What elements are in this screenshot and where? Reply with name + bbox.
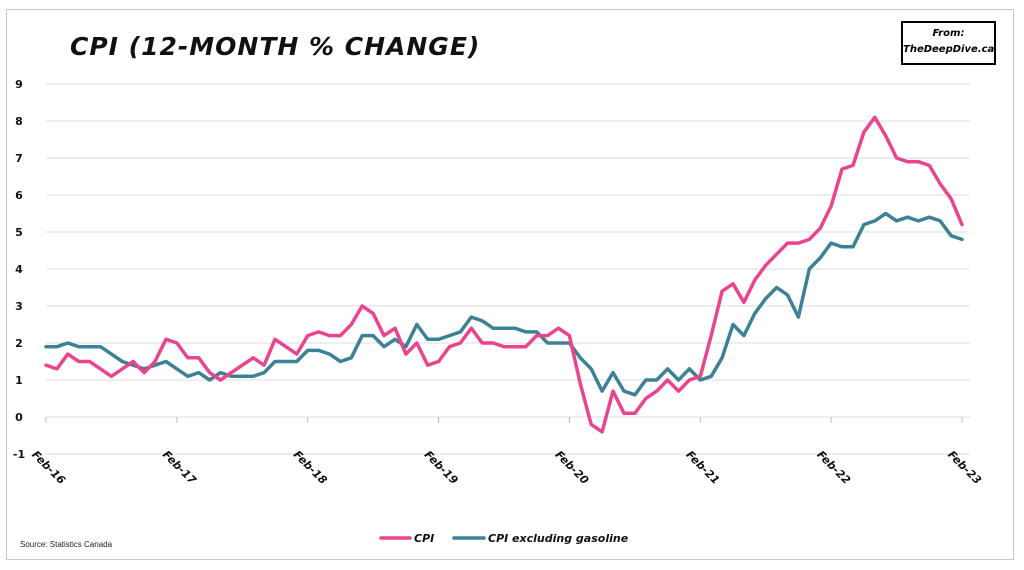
source-note: Source: Statistics Canada [20,540,113,549]
y-tick-label: 3 [15,300,23,313]
y-tick-label: 7 [15,152,23,165]
series-line-cpi [44,115,964,434]
y-tick-label: 5 [15,226,23,239]
y-tick-label: 6 [15,189,23,202]
source-badge: From: TheDeepDive.ca [901,21,996,65]
y-tick-label: -1 [13,448,25,461]
y-tick-label: 1 [15,374,23,387]
series-line-cpi-ex-gasoline [44,211,964,397]
legend-cpi-ex-gasoline-label: CPI excluding gasoline [488,532,629,545]
legend-cpi-label: CPI [414,532,434,545]
badge-from-label: From: [932,28,965,39]
y-tick-label: 8 [15,115,23,128]
y-tick-label: 4 [15,263,23,276]
y-tick-label: 2 [15,337,23,350]
badge-site-label: TheDeepDive.ca [903,44,995,55]
y-tick-label: 0 [15,411,23,424]
chart-frame [6,9,1014,560]
y-tick-label: 9 [15,78,23,91]
chart-title: CPI (12-month % change) [70,32,481,61]
